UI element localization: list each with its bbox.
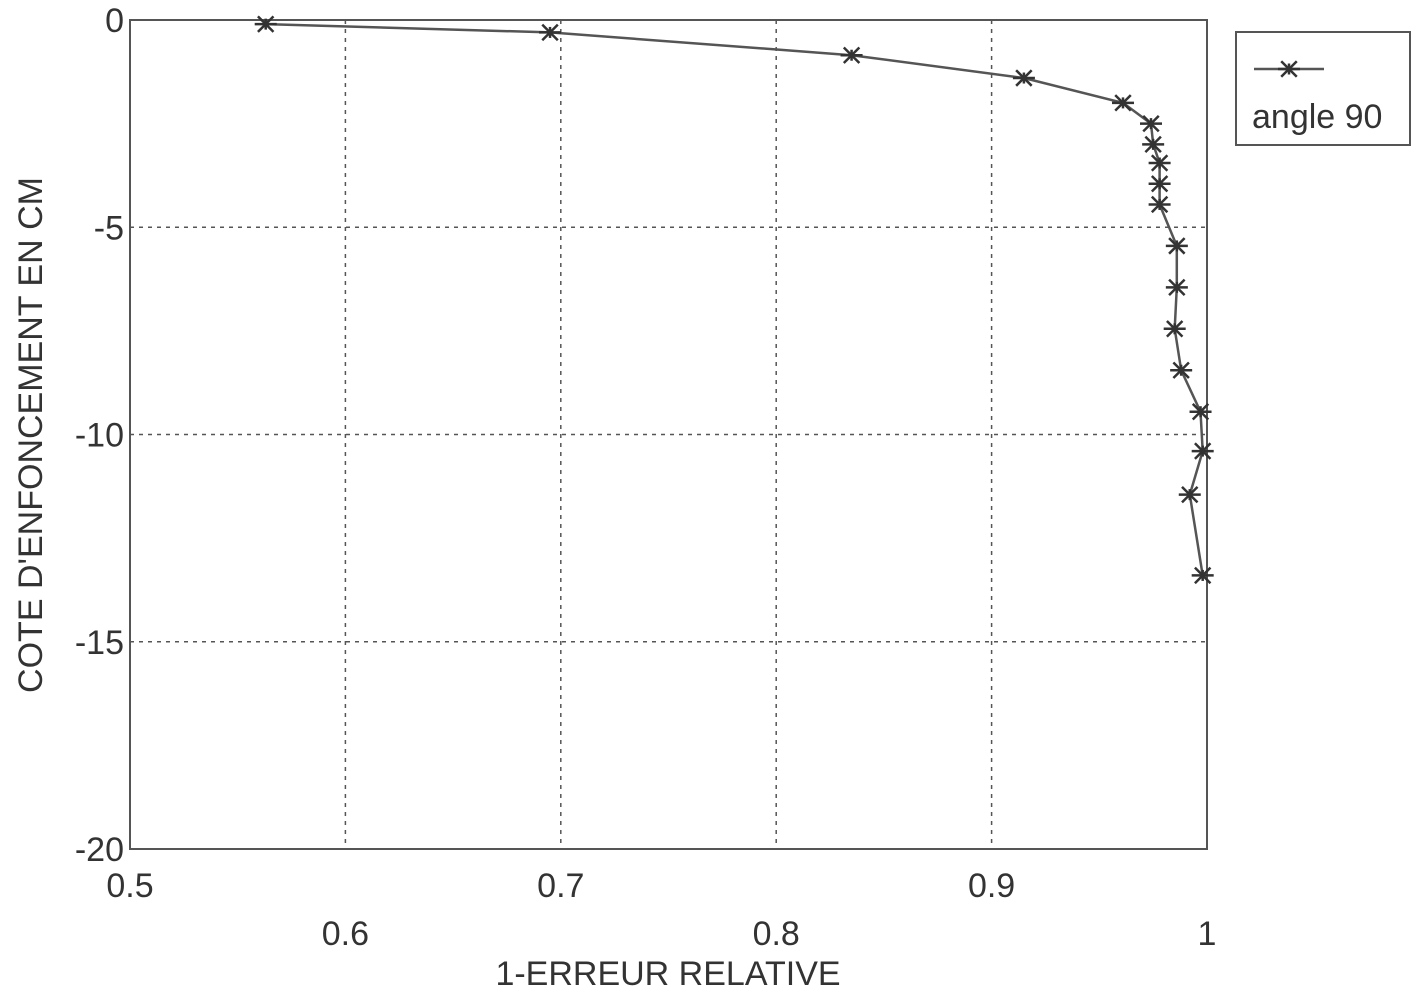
series-marker — [1012, 69, 1035, 87]
x-tick-label: 0.6 — [322, 915, 369, 953]
series-marker — [254, 15, 277, 33]
series-marker — [1189, 403, 1212, 421]
x-tick-label: 0.9 — [968, 867, 1015, 905]
legend-box — [1235, 31, 1411, 146]
series-marker — [1142, 135, 1165, 154]
series-marker — [1139, 114, 1162, 133]
series-line — [265, 22, 1204, 576]
y-tick-label: -20 — [75, 831, 124, 869]
series-marker — [539, 23, 562, 42]
x-axis-title: 1-ERREUR RELATIVE — [495, 955, 840, 993]
y-tick-label: 0 — [105, 2, 124, 40]
legend: angle 90 — [1235, 31, 1411, 146]
x-tick-label: 1 — [1198, 915, 1217, 953]
legend-marker-icon — [1278, 60, 1300, 78]
series-marker — [1165, 278, 1188, 297]
series-marker — [1163, 320, 1186, 338]
x-tick-label: 0.7 — [537, 867, 584, 905]
y-tick-label: -10 — [75, 417, 124, 455]
series-marker — [1148, 154, 1171, 172]
series-group — [254, 15, 1214, 585]
y-tick-label: -5 — [94, 209, 124, 247]
series-marker — [1148, 175, 1171, 193]
plot-frame — [129, 19, 1208, 850]
series-marker — [1178, 485, 1201, 504]
legend-label: angle 90 — [1252, 98, 1382, 136]
series-marker — [840, 46, 863, 64]
tick-labels: 0.5 0.7 0.9 0.6 0.8 1 0 -5 -10 -15 -20 — [75, 2, 1217, 953]
x-tick-label: 0.5 — [106, 867, 153, 905]
series-marker — [1278, 60, 1300, 78]
series-marker — [1191, 566, 1214, 585]
grid-lines — [130, 20, 1207, 849]
series-marker — [1111, 94, 1134, 112]
y-axis-title: COTE D'ENFONCEMENT EN CM — [12, 177, 50, 693]
x-tick-label: 0.8 — [753, 915, 800, 953]
series-marker — [1191, 442, 1214, 460]
series-marker — [1170, 361, 1193, 379]
series-marker — [1165, 237, 1188, 255]
series-marker — [1148, 195, 1171, 214]
y-tick-label: -15 — [75, 624, 124, 662]
